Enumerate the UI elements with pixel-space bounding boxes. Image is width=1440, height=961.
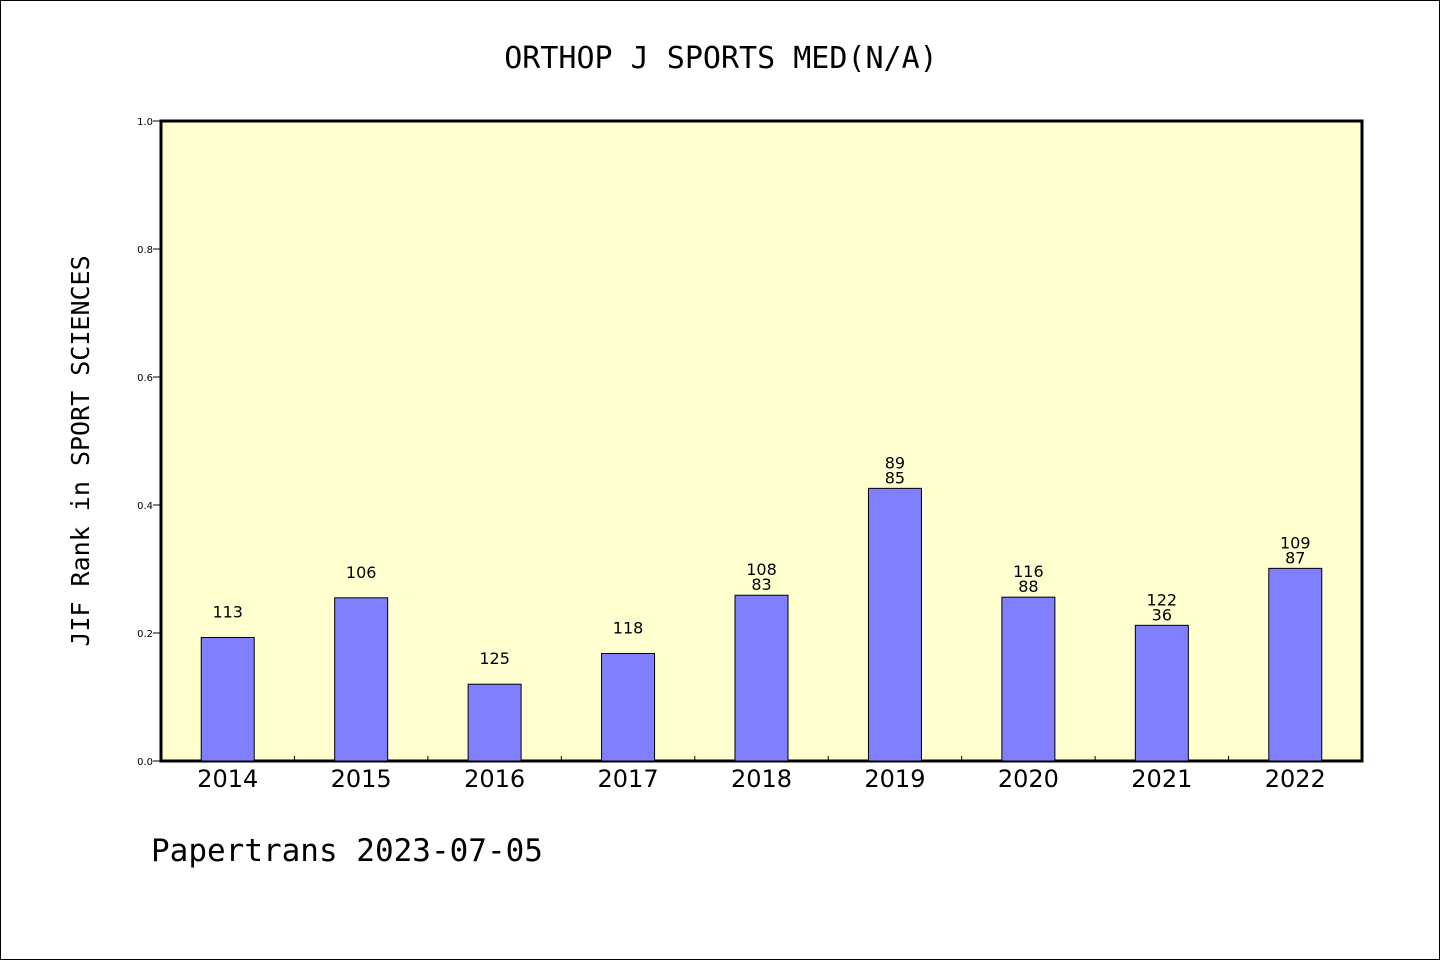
bar-2016 — [467, 683, 522, 762]
bar-label: 118 — [613, 618, 644, 637]
bar-label-bottom: 83 — [751, 575, 771, 594]
x-tick-label: 2016 — [464, 765, 525, 793]
y-tick-label: 0.2 — [137, 629, 153, 640]
y-axis-ticks: 0.0 0.2 0.4 0.6 0.8 1.0 — [137, 117, 161, 768]
x-tick-label: 2019 — [864, 765, 925, 793]
bar-2021 — [1134, 624, 1189, 762]
bar-label-bottom: 85 — [885, 468, 905, 487]
x-tick-label: 2020 — [998, 765, 1059, 793]
y-tick-label: 0.6 — [137, 373, 153, 384]
bar-2019 — [867, 487, 922, 762]
bar-label: 106 — [346, 563, 377, 582]
x-tick-label: 2021 — [1131, 765, 1192, 793]
chart-title: ORTHOP J SPORTS MED(N/A) — [504, 41, 937, 76]
bar-2018 — [734, 594, 789, 762]
x-tick-label: 2017 — [598, 765, 659, 793]
bar-2022 — [1268, 567, 1323, 762]
footer-credit: Papertrans 2023-07-05 — [151, 833, 543, 869]
bar-2015 — [334, 597, 389, 762]
bar-label-top: 89 — [885, 453, 905, 472]
x-tick-label: 2015 — [331, 765, 392, 793]
bar-2020 — [1001, 596, 1056, 762]
x-tick-label: 2022 — [1265, 765, 1326, 793]
x-axis-ticks: 2014 2015 2016 2017 2018 2019 2020 2021 2022 — [197, 756, 1326, 793]
bar-label: 113 — [212, 602, 243, 621]
bar-label-bottom: 87 — [1285, 548, 1305, 567]
bar-label-top: 122 — [1147, 590, 1178, 609]
y-tick-label: 1.0 — [137, 117, 153, 128]
y-tick-label: 0.8 — [137, 245, 153, 256]
bar-label-top: 116 — [1013, 562, 1044, 581]
bar-label-top: 109 — [1280, 533, 1311, 552]
bar-2014 — [200, 636, 255, 762]
x-tick-label: 2014 — [197, 765, 258, 793]
bar-label-bottom: 36 — [1152, 605, 1172, 624]
bar-label: 125 — [479, 649, 510, 668]
bar-2017 — [601, 652, 656, 762]
y-tick-label: 0.0 — [137, 757, 153, 768]
y-tick-label: 0.4 — [137, 501, 153, 512]
bars — [200, 487, 1323, 762]
y-axis-label: JIF Rank in SPORT SCIENCES — [66, 255, 95, 646]
bar-label-top: 108 — [746, 560, 777, 579]
x-tick-label: 2018 — [731, 765, 792, 793]
bar-label-bottom: 88 — [1018, 577, 1038, 596]
